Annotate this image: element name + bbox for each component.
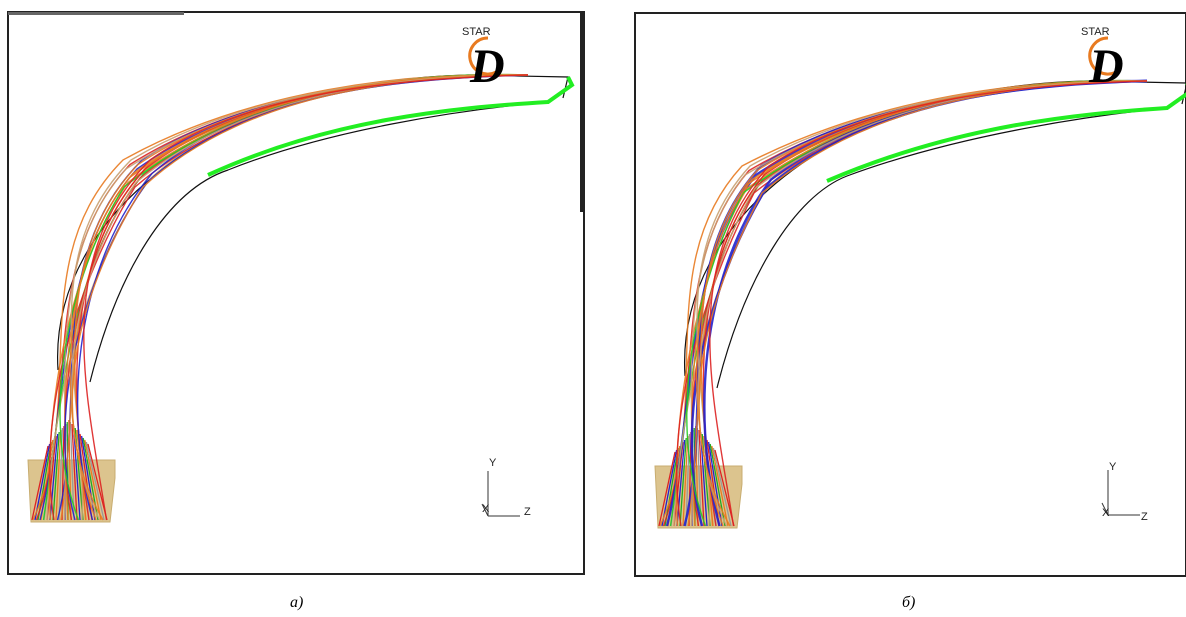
logo-letter: D [469, 40, 505, 93]
axis-x: X [1102, 507, 1110, 519]
scroll-edge [580, 12, 585, 212]
axis-y: Y [489, 457, 497, 469]
panel: STAR D Y Z X б) [635, 13, 1186, 611]
axis-y: Y [1109, 461, 1117, 473]
axis-x: X [482, 503, 490, 515]
axis-z: Z [1141, 511, 1148, 523]
title-bar [8, 12, 184, 15]
figure: STAR D Y Z X а) STAR D Y Z X б) [0, 0, 1186, 617]
panel: STAR D Y Z X а) [8, 12, 585, 611]
logo-star: STAR [1081, 26, 1110, 38]
caption: а) [290, 594, 303, 611]
caption: б) [902, 594, 915, 611]
axis-z: Z [524, 506, 531, 518]
logo-letter: D [1088, 40, 1124, 93]
logo-star: STAR [462, 26, 491, 38]
